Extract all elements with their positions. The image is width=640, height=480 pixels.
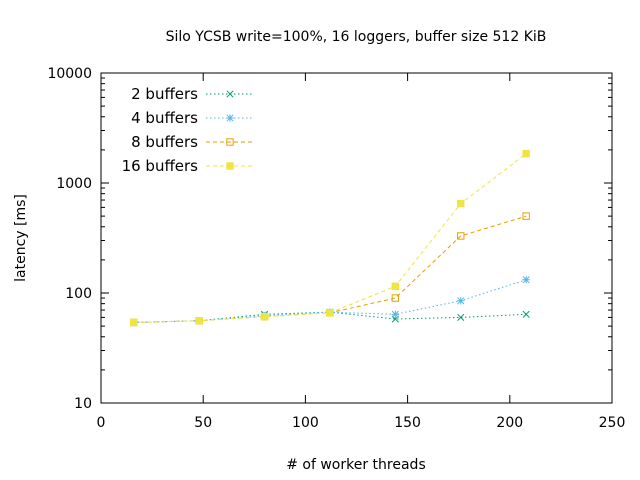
series-line-8-buffers [133,215,527,323]
data-point-4-buffers [457,297,465,305]
y-tick-label: 100 [65,286,92,302]
x-tick-label: 100 [292,415,319,431]
y-tick-label: 1000 [56,176,92,192]
legend-label-2-buffers: 2 buffers [131,85,198,103]
legend-label-16-buffers: 16 buffers [122,157,199,175]
legend-label-4-buffers: 4 buffers [131,109,198,127]
series-line-16-buffers [133,153,527,323]
series-layer [130,149,530,327]
plot-axes: 0 50 100 150 200 250 10 100 1000 10000 [47,66,625,431]
legend-marker-8-buffers [226,138,234,146]
data-point-16-buffers [326,309,334,317]
legend-marker-2-buffers [226,90,234,98]
legend-marker-16-buffers [226,162,234,170]
x-axis-label: # of worker threads [286,457,426,473]
data-point-16-buffers [195,316,203,325]
data-point-16-buffers [391,282,400,291]
x-tick-label: 50 [194,415,212,431]
data-point-8-buffers [457,232,465,240]
legend-marker-4-buffers [226,114,234,122]
data-point-16-buffers [522,149,530,158]
data-point-16-buffers [130,318,138,327]
data-point-8-buffers [522,212,530,220]
series-4-buffers [130,276,530,327]
data-point-8-buffers [391,294,400,302]
y-axis-label: latency [ms] [13,194,29,282]
data-point-16-buffers [260,312,269,321]
x-tick-label: 0 [97,415,106,431]
x-tick-label: 200 [496,415,523,431]
x-tick-label: 150 [394,415,421,431]
data-point-16-buffers [457,199,465,208]
data-point-2-buffers [457,313,465,321]
y-tick-label: 10000 [47,66,92,82]
data-point-4-buffers [522,276,530,284]
y-tick-label: 10 [74,396,92,412]
data-point-2-buffers [522,310,530,318]
plot-frame [100,72,613,404]
series-16-buffers [130,149,530,327]
data-point-4-buffers [391,310,400,319]
x-tick-label: 250 [599,415,626,431]
chart-title: Silo YCSB write=100%, 16 loggers, buffer… [166,29,547,45]
legend-label-8-buffers: 8 buffers [131,133,198,151]
legend: 2 buffers 4 buffers 8 buffers 16 buffers [122,85,254,175]
